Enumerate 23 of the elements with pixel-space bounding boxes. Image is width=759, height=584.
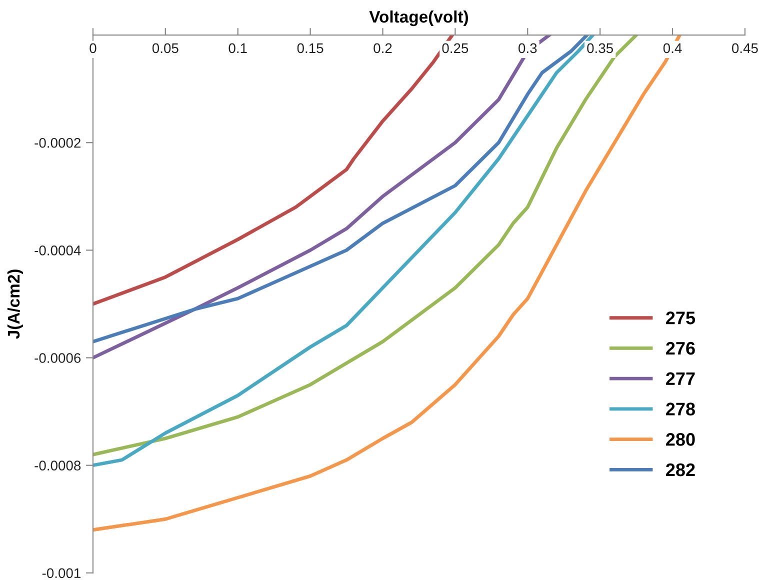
legend-label: 278: [666, 402, 695, 416]
x-tick-label: 0.25: [442, 43, 468, 54]
legend-label: 280: [666, 433, 695, 446]
x-tick-label: 0: [90, 43, 96, 54]
x-tick-label: 0.15: [297, 43, 324, 54]
y-tick-label: -0.001: [42, 568, 80, 578]
legend-label: 275: [666, 312, 696, 324]
y-axis-title: J(A/cm2): [7, 270, 23, 339]
y-tick-label: -0.0008: [34, 460, 81, 470]
y-tick-label: -0.0006: [34, 353, 81, 363]
x-tick-label: 0.3: [518, 43, 537, 54]
legend-label: 282: [666, 463, 695, 476]
y-tick-label: -0.0002: [34, 138, 80, 148]
x-tick-label: 0.35: [587, 43, 614, 54]
x-tick-label: 0.2: [374, 43, 392, 54]
legend-label: 277: [666, 372, 695, 385]
x-tick-label: 0.4: [663, 43, 682, 54]
x-tick-label: 0.05: [152, 43, 178, 54]
legend-label: 276: [666, 342, 695, 355]
x-tick-label: 0.1: [228, 43, 247, 54]
x-tick-label: 0.45: [732, 43, 758, 54]
y-tick-label: -0.0004: [34, 246, 81, 256]
x-axis-title: Voltage(volt): [369, 10, 468, 26]
